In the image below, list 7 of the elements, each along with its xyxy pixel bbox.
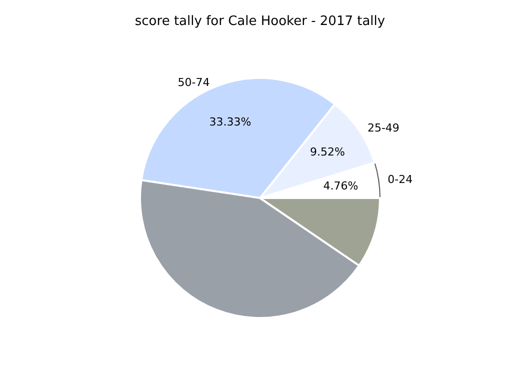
data-label: 4.76% bbox=[323, 179, 358, 192]
slice-label: 50-74 bbox=[178, 76, 210, 90]
data-label: 9.52% bbox=[310, 146, 345, 159]
chart-title: score tally for Cale Hooker - 2017 tally bbox=[134, 14, 386, 29]
slice-label: 0-24 bbox=[388, 173, 413, 186]
slice-label: 25-49 bbox=[367, 122, 400, 135]
data-label: 33.33% bbox=[209, 116, 252, 129]
